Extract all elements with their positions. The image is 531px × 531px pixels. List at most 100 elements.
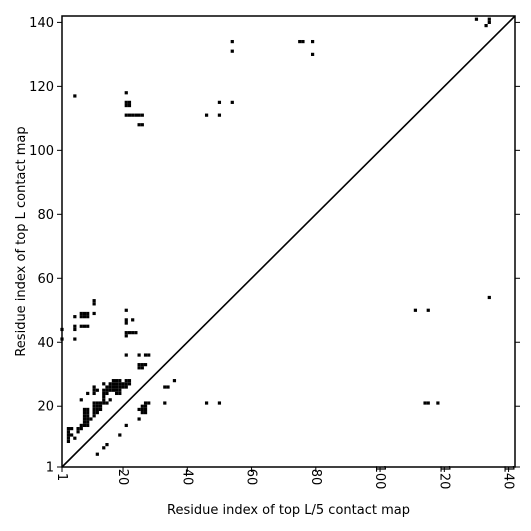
contact-point <box>301 39 305 44</box>
x-tick-label: 100 <box>372 465 387 490</box>
contact-point <box>137 407 141 412</box>
contact-point <box>73 94 77 98</box>
contact-point <box>143 353 148 357</box>
contact-point <box>86 411 90 415</box>
diagonal-line <box>61 15 516 468</box>
contact-point <box>204 401 209 405</box>
contact-point <box>137 113 141 117</box>
contact-point <box>86 315 90 319</box>
contact-point <box>66 439 71 444</box>
contact-point <box>124 423 128 428</box>
contact-point <box>86 414 90 418</box>
contact-point <box>310 52 315 56</box>
plot-area <box>60 15 516 468</box>
contact-point <box>124 318 128 322</box>
contact-point <box>204 113 209 117</box>
contact-point <box>70 427 74 431</box>
contact-point <box>105 391 109 396</box>
contact-point <box>92 311 96 316</box>
contact-point <box>66 433 71 437</box>
contact-point <box>79 423 83 428</box>
contact-point <box>134 113 138 117</box>
contact-point <box>92 407 96 412</box>
contact-point <box>105 401 109 405</box>
contact-point <box>487 295 491 300</box>
contact-point <box>115 391 119 396</box>
contact-point <box>124 331 128 335</box>
contact-point <box>82 324 87 328</box>
y-tick-label: 80 <box>37 208 54 223</box>
contact-point <box>127 103 132 108</box>
contact-point <box>127 379 132 383</box>
contact-point <box>86 311 90 316</box>
contact-point <box>124 385 128 389</box>
contact-point <box>127 100 132 104</box>
contact-point <box>118 391 122 396</box>
contact-point <box>102 398 106 402</box>
x-axis-ticks: 1 20 40 60 80 100 120 140 <box>54 465 516 490</box>
contact-point <box>143 404 148 408</box>
contact-point <box>172 379 177 383</box>
contact-point <box>115 385 119 389</box>
contact-point <box>105 388 109 392</box>
contact-point <box>118 433 122 437</box>
y-tick-label: 20 <box>37 400 54 415</box>
contact-point <box>115 382 119 386</box>
contact-point <box>147 401 151 405</box>
contact-point <box>137 366 141 370</box>
contact-point <box>147 353 151 357</box>
contact-point <box>217 401 222 405</box>
x-tick-label: 1 <box>54 473 69 481</box>
contact-point <box>102 391 106 396</box>
contact-point <box>92 401 96 405</box>
contact-point <box>127 113 132 117</box>
contact-point <box>89 417 93 421</box>
contact-point <box>92 388 96 392</box>
contact-point <box>124 100 128 104</box>
contact-point <box>436 401 440 405</box>
contact-point <box>163 401 167 405</box>
contact-point <box>79 398 83 402</box>
contact-point <box>140 404 144 408</box>
contact-point <box>79 324 83 328</box>
contact-point <box>82 423 87 428</box>
contact-point <box>76 430 80 434</box>
x-tick-label: 60 <box>244 469 259 486</box>
contact-point <box>127 382 132 386</box>
contact-point <box>423 401 427 405</box>
contact-point <box>115 388 119 392</box>
contact-point <box>95 407 99 412</box>
y-tick-label: 140 <box>29 16 54 31</box>
contact-point <box>86 391 90 396</box>
contact-point <box>66 430 71 434</box>
contact-point <box>95 401 99 405</box>
x-tick-label: 120 <box>436 465 451 490</box>
contact-point <box>82 420 87 424</box>
contact-point <box>98 401 103 405</box>
contact-point <box>92 299 96 303</box>
contact-point <box>82 311 87 316</box>
contact-point <box>73 315 77 319</box>
contact-point <box>108 385 112 389</box>
contact-point <box>143 411 148 415</box>
contact-point <box>166 385 170 389</box>
contact-point <box>140 363 144 367</box>
contact-point <box>124 103 128 108</box>
contact-point <box>413 308 418 312</box>
contact-point <box>143 401 148 405</box>
contact-point <box>79 315 83 319</box>
contact-point <box>137 363 141 367</box>
contact-point <box>82 315 87 319</box>
y-tick-label: 40 <box>37 336 54 351</box>
contact-point <box>111 379 116 383</box>
y-tick-label: 60 <box>37 272 54 287</box>
contact-point <box>137 353 141 357</box>
x-tick-label: 80 <box>308 469 323 486</box>
contact-point <box>124 113 128 117</box>
contact-point <box>98 407 103 412</box>
contact-point <box>140 407 144 412</box>
contact-point <box>217 100 222 104</box>
contact-point <box>230 49 234 53</box>
contact-point <box>98 404 103 408</box>
